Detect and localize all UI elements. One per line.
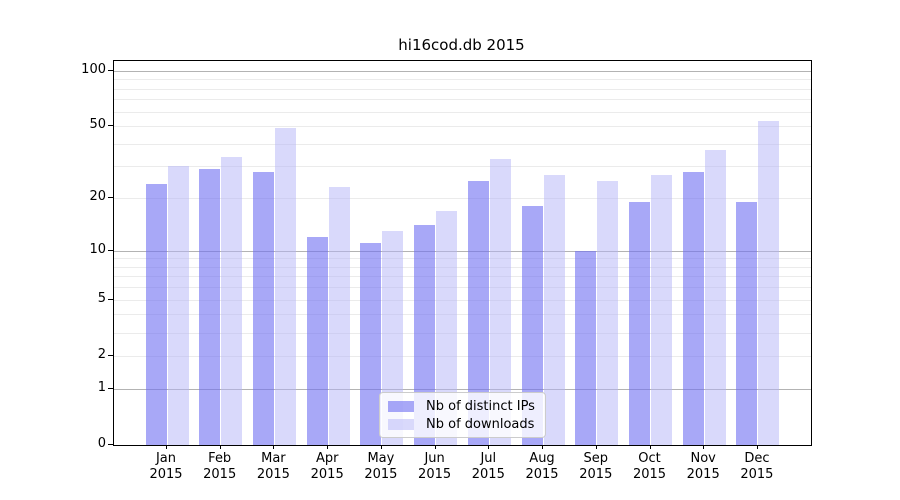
bar-downloads-jan [167,166,189,445]
chart-title: hi16cod.db 2015 [398,36,525,54]
x-tick-mark [273,445,275,449]
gridline-minor [114,299,811,301]
plot-area: Nb of distinct IPs Nb of downloads [113,60,812,446]
bar-downloads-dec [758,121,780,445]
bar-downloads-apr [328,187,350,445]
bar-distinct-ips-aug [521,206,543,445]
legend-swatch-distinct-ips [388,400,414,412]
gridline-minor [114,166,811,168]
legend-label-distinct-ips: Nb of distinct IPs [426,398,535,414]
y-tick-mark [108,354,113,356]
gridline-minor [114,332,811,334]
gridline-minor [114,314,811,316]
x-tick-label-nov: Nov 2015 [686,451,720,482]
legend: Nb of distinct IPs Nb of downloads [379,392,546,438]
x-tick-mark [327,445,329,449]
bar-distinct-ips-jan [145,183,167,445]
x-tick-label-mar: Mar 2015 [256,451,290,482]
gridline-minor [114,126,811,127]
bar-distinct-ips-dec [736,202,758,445]
x-tick-mark [756,445,758,449]
bar-distinct-ips-sep [575,250,597,445]
y-tick-mark [108,387,113,389]
gridline-minor [114,143,811,145]
y-tick-label: 100 [81,61,106,77]
gridline-minor [114,88,811,90]
legend-entry-distinct-ips: Nb of distinct IPs [388,399,537,414]
y-tick-mark [108,298,113,300]
gridline-major [114,388,811,390]
x-tick-mark [166,445,167,449]
bar-downloads-jul [489,158,511,445]
y-tick-label: 1 [97,379,106,395]
x-tick-mark [649,445,651,449]
y-tick-mark [108,249,113,251]
bar-downloads-aug [543,174,565,445]
bar-distinct-ips-jun [414,225,436,445]
y-tick-label: 10 [89,241,106,257]
x-tick-mark [380,445,382,449]
legend-entry-downloads: Nb of downloads [388,417,537,432]
gridline-minor [114,111,811,113]
x-tick-label-may: May 2015 [364,451,398,482]
y-tick-mark [108,444,113,445]
y-tick-mark [108,125,113,126]
bar-downloads-nov [704,149,726,445]
x-tick-mark [488,445,490,449]
gridline-minor [114,79,811,81]
bar-distinct-ips-nov [682,171,704,445]
y-tick-label: 5 [97,290,106,306]
x-tick-mark [542,445,543,449]
bar-distinct-ips-jul [467,180,489,445]
bar-distinct-ips-oct [629,202,650,445]
x-tick-mark [434,445,436,449]
bar-downloads-feb [221,156,243,445]
gridline-minor [114,258,811,260]
x-tick-mark [703,445,705,449]
gridlines-layer [114,61,811,445]
x-tick-label-jan: Jan 2015 [149,451,183,482]
y-tick-label: 50 [89,117,106,132]
y-tick-mark [108,69,113,71]
bars-layer [114,61,811,445]
bar-distinct-ips-feb [199,169,221,445]
bar-distinct-ips-apr [306,236,328,445]
bar-downloads-may [382,230,404,445]
gridline-minor [114,266,811,268]
bar-distinct-ips-may [360,243,382,445]
gridline-major [114,70,811,72]
x-tick-mark [595,445,597,449]
x-tick-mark [219,445,221,449]
gridline-minor [114,355,811,357]
bar-downloads-sep [597,180,619,445]
legend-label-downloads: Nb of downloads [426,416,535,432]
legend-swatch-downloads [388,418,414,430]
x-tick-label-oct: Oct 2015 [632,451,667,482]
x-tick-label-jul: Jul 2015 [471,451,505,482]
bar-downloads-mar [274,127,296,445]
x-tick-label-apr: Apr 2015 [310,451,344,482]
gridline-minor [114,287,811,289]
bar-downloads-jun [436,210,458,445]
bar-distinct-ips-mar [252,171,274,445]
y-tick-label: 20 [89,189,106,204]
x-tick-label-jun: Jun 2015 [418,451,452,482]
y-tick-label: 0 [97,436,106,451]
y-tick-label: 2 [97,346,106,362]
gridline-minor [114,99,811,101]
x-tick-label-sep: Sep 2015 [579,451,613,482]
gridline-minor [114,276,811,278]
x-tick-label-feb: Feb 2015 [203,451,237,482]
bar-downloads-oct [651,174,672,445]
y-tick-mark [108,197,113,198]
x-tick-label-dec: Dec 2015 [740,451,774,482]
x-tick-label-aug: Aug 2015 [525,451,559,482]
gridline-minor [114,198,811,199]
gridline-major [114,250,811,252]
